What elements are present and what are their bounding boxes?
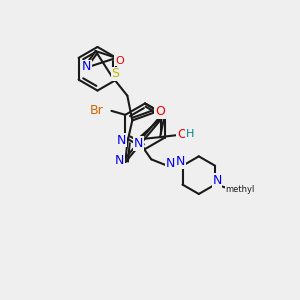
Text: N: N xyxy=(134,137,143,150)
Text: O: O xyxy=(177,128,187,141)
Text: N: N xyxy=(115,154,124,166)
Text: methyl: methyl xyxy=(225,185,255,194)
Text: N: N xyxy=(212,174,222,187)
Text: N: N xyxy=(82,60,92,73)
Text: N: N xyxy=(117,134,126,147)
Text: N: N xyxy=(176,155,185,168)
Text: O: O xyxy=(115,56,124,66)
Text: H: H xyxy=(186,129,194,139)
Text: S: S xyxy=(112,68,119,80)
Text: N: N xyxy=(165,157,175,170)
Text: Br: Br xyxy=(90,104,104,117)
Text: O: O xyxy=(155,105,165,118)
